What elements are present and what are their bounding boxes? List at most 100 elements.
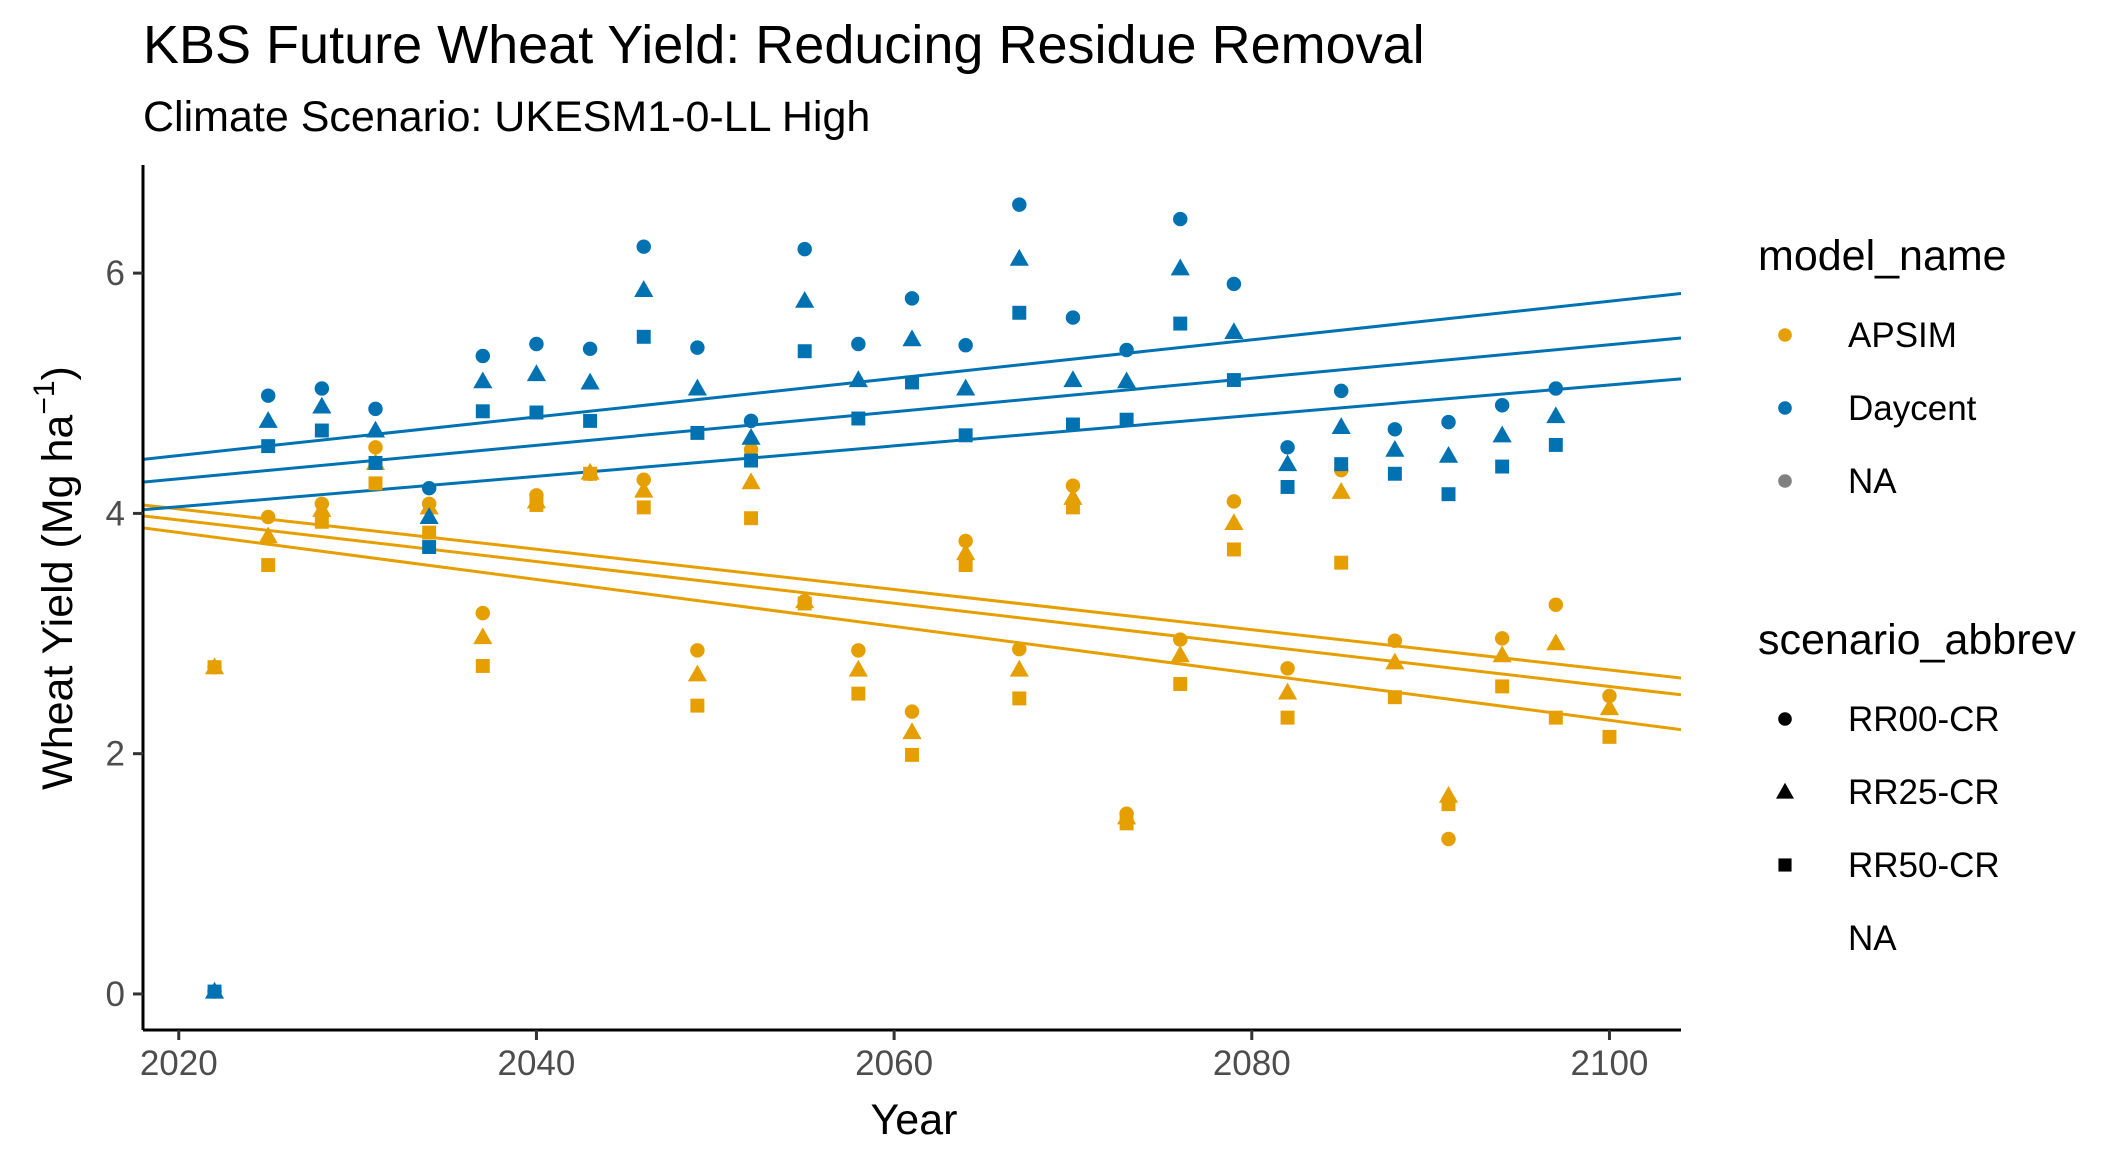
data-point-apsim-rr25-cr: [1599, 698, 1620, 716]
data-point-daycent-rr50-cr: [636, 329, 651, 344]
data-point-daycent-rr50-cr: [583, 413, 598, 428]
y-tick-label: 6: [106, 254, 125, 293]
data-point-daycent-rr00-cr: [1441, 414, 1456, 430]
data-point-daycent-rr25-cr: [1385, 439, 1405, 457]
data-point-daycent-rr25-cr: [1009, 248, 1029, 266]
data-point-daycent-rr50-cr: [690, 425, 705, 440]
data-point-daycent-rr00-cr: [1119, 342, 1134, 358]
legend-label: NA: [1848, 462, 1897, 501]
data-point-daycent-rr00-cr: [1280, 440, 1295, 455]
data-point-daycent-rr25-cr: [795, 290, 815, 308]
data-point-apsim-rr50-cr: [1226, 542, 1241, 557]
data-point-apsim-rr25-cr: [1331, 482, 1351, 499]
data-point-daycent-rr25-cr: [1277, 454, 1298, 472]
trend-line-apsim-rr50-cr: [143, 526, 1681, 732]
trend-line-apsim-rr00-cr: [143, 503, 1681, 680]
trend-line-daycent-rr25-cr: [143, 336, 1681, 484]
data-point-daycent-rr00-cr: [904, 291, 920, 306]
data-point-daycent-rr00-cr: [851, 336, 866, 352]
data-point-daycent-rr00-cr: [1226, 276, 1242, 292]
data-point-daycent-rr00-cr: [743, 413, 759, 429]
y-axis-title-superscript: −1: [28, 380, 61, 414]
data-point-apsim-rr50-cr: [1387, 690, 1402, 705]
legend-label: RR00-CR: [1848, 700, 2000, 739]
data-point-apsim-rr00-cr: [1602, 688, 1617, 704]
data-point-apsim-rr25-cr: [312, 500, 332, 517]
data-point-apsim-rr50-cr: [1495, 679, 1510, 694]
data-point-apsim-rr50-cr: [851, 686, 866, 701]
data-point-apsim-rr50-cr: [207, 660, 222, 675]
data-point-apsim-rr50-cr: [368, 476, 383, 491]
legend-key: [1778, 712, 1792, 726]
trend-line-apsim-rr25-cr: [143, 514, 1681, 697]
legend-title: model_name: [1758, 232, 2007, 280]
legend-key: [1778, 328, 1792, 342]
data-point-apsim-rr50-cr: [690, 698, 705, 713]
data-point-daycent-rr50-cr: [261, 439, 276, 454]
data-point-daycent-rr00-cr: [314, 381, 330, 396]
y-axis-title: Wheat Yield (Mg ha−1): [28, 366, 82, 790]
data-point-apsim-rr00-cr: [1280, 661, 1295, 676]
data-point-daycent-rr00-cr: [475, 348, 491, 364]
data-point-apsim-rr00-cr: [260, 509, 276, 525]
y-axis-title-suffix: ): [34, 366, 82, 380]
data-point-daycent-rr25-cr: [1224, 322, 1244, 340]
data-point-daycent-rr25-cr: [741, 427, 761, 445]
data-point-apsim-rr50-cr: [1548, 710, 1563, 725]
legend-key: [1778, 401, 1792, 415]
data-point-apsim-rr50-cr: [1119, 816, 1134, 831]
data-point-apsim-rr25-cr: [1170, 645, 1190, 663]
data-point-daycent-rr50-cr: [797, 344, 812, 359]
data-point-apsim-rr25-cr: [1385, 652, 1405, 670]
data-point-apsim-rr00-cr: [743, 442, 759, 457]
data-point-daycent-rr25-cr: [1170, 258, 1190, 276]
data-point-apsim-rr00-cr: [958, 533, 973, 549]
data-point-daycent-rr25-cr: [1438, 445, 1459, 463]
x-axis-title: Year: [871, 1096, 958, 1144]
data-point-apsim-rr25-cr: [258, 526, 278, 544]
data-point-apsim-rr50-cr: [636, 500, 651, 515]
data-point-daycent-rr00-cr: [797, 241, 812, 257]
data-point-daycent-rr00-cr: [1173, 211, 1188, 227]
legend-label: RR50-CR: [1848, 846, 2000, 885]
data-point-apsim-rr00-cr: [1494, 631, 1510, 646]
data-point-daycent-rr50-cr: [1548, 437, 1563, 452]
data-point-daycent-rr25-cr: [1063, 370, 1083, 388]
data-point-apsim-rr25-cr: [1277, 682, 1298, 700]
data-point-daycent-rr25-cr: [1492, 425, 1512, 443]
data-point-apsim-rr50-cr: [583, 466, 598, 481]
data-point-daycent-rr50-cr: [475, 404, 490, 419]
data-point-daycent-rr50-cr: [1065, 417, 1080, 432]
data-point-daycent-rr00-cr: [582, 341, 598, 357]
data-point-daycent-rr25-cr: [956, 378, 976, 396]
legend-key: [1778, 474, 1792, 488]
chart-subtitle: Climate Scenario: UKESM1-0-LL High: [143, 93, 870, 141]
data-point-apsim-rr00-cr: [1173, 632, 1188, 647]
data-point-apsim-rr25-cr: [687, 664, 707, 682]
data-point-apsim-rr50-cr: [529, 498, 544, 512]
data-point-daycent-rr00-cr: [529, 336, 544, 352]
data-point-apsim-rr50-cr: [1334, 555, 1349, 570]
legend-key: [1778, 858, 1792, 872]
data-point-daycent-rr50-cr: [1012, 305, 1027, 320]
data-point-daycent-rr50-cr: [1334, 457, 1349, 472]
data-point-daycent-rr00-cr: [1333, 383, 1349, 399]
data-point-daycent-rr25-cr: [1117, 371, 1137, 389]
legend-key: [1775, 782, 1795, 799]
y-tick-label: 4: [106, 494, 125, 533]
data-point-daycent-rr50-cr: [1387, 466, 1402, 481]
data-point-daycent-rr25-cr: [1546, 406, 1566, 424]
y-tick-label: 0: [106, 975, 125, 1014]
data-point-daycent-rr00-cr: [1065, 310, 1081, 325]
data-point-apsim-rr25-cr: [419, 497, 439, 515]
data-point-apsim-rr50-cr: [797, 596, 812, 611]
data-point-daycent-rr00-cr: [1012, 197, 1027, 212]
y-tick-label: 2: [106, 735, 125, 774]
data-point-apsim-rr00-cr: [1387, 633, 1403, 648]
legend-title: scenario_abbrev: [1758, 616, 2076, 664]
data-point-daycent-rr50-cr: [1173, 316, 1188, 331]
data-point-apsim-rr50-cr: [1441, 797, 1456, 812]
data-point-daycent-rr00-cr: [636, 239, 651, 254]
data-point-daycent-rr25-cr: [473, 371, 493, 389]
